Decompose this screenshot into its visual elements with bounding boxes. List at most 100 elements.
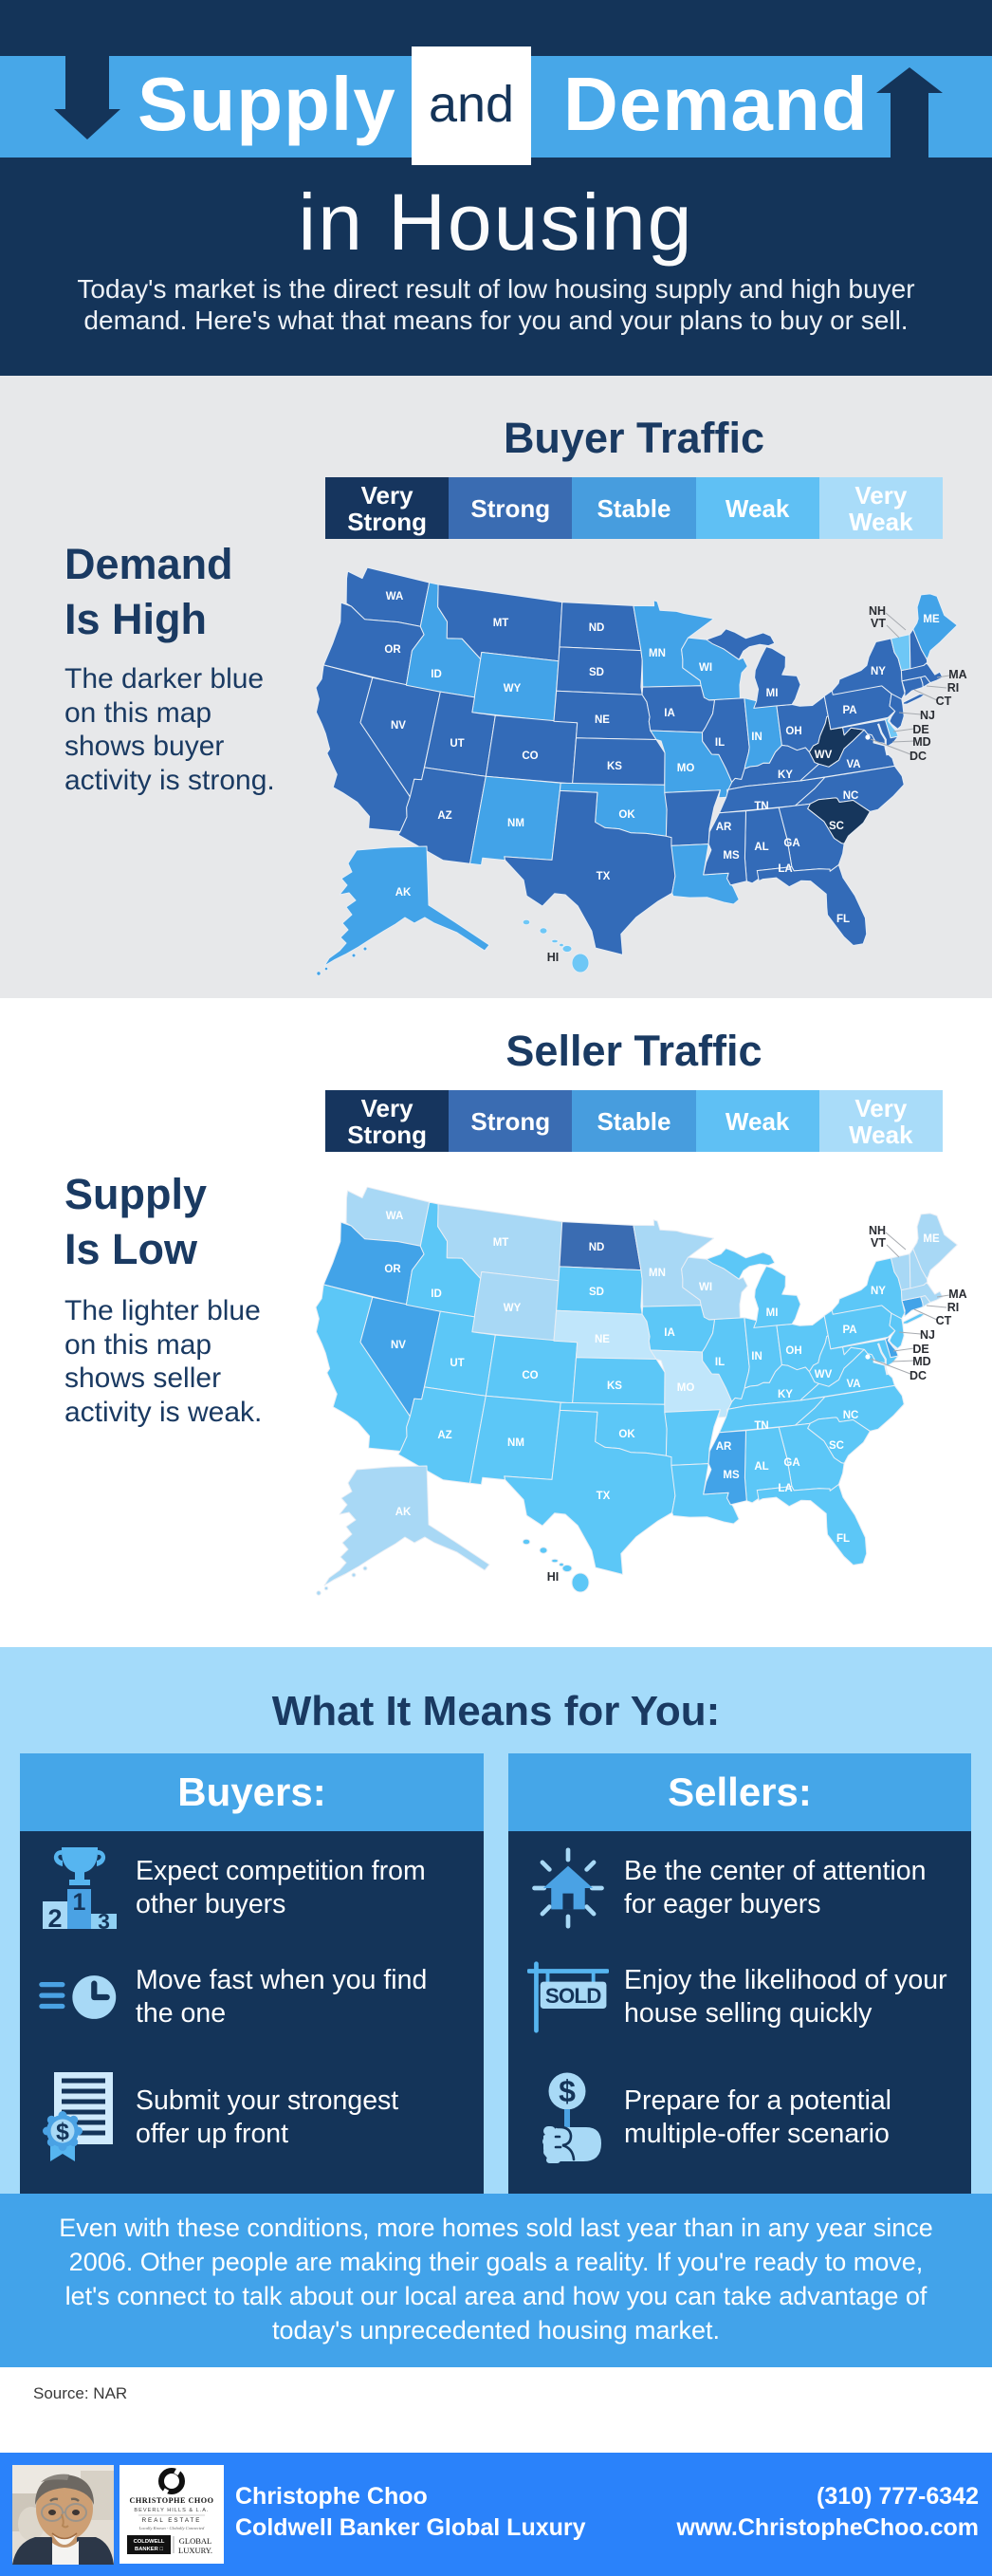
svg-text:BEVERLY HILLS & L.A.: BEVERLY HILLS & L.A. [134,2508,209,2513]
svg-text:SC: SC [829,821,844,832]
svg-text:GLOBAL: GLOBAL [179,2536,211,2546]
svg-text:NC: NC [843,790,859,802]
svg-text:WI: WI [699,1282,712,1293]
svg-text:MT: MT [493,1237,509,1249]
svg-text:IA: IA [664,1327,675,1339]
svg-text:COLDWELL: COLDWELL [134,2539,165,2545]
svg-text:NM: NM [507,818,524,829]
svg-text:ID: ID [431,1288,442,1300]
svg-text:NJ: NJ [920,709,935,722]
svg-text:NE: NE [595,1334,610,1345]
svg-text:NJ: NJ [920,1328,935,1342]
svg-text:MI: MI [766,688,779,699]
svg-text:BANKER □: BANKER □ [135,2547,163,2552]
svg-text:NH: NH [869,1224,886,1237]
svg-text:NM: NM [507,1437,524,1449]
svg-text:NY: NY [871,666,886,677]
svg-text:LUXURY.: LUXURY. [178,2546,212,2555]
svg-text:HI: HI [547,1570,560,1584]
svg-text:DC: DC [909,750,927,763]
svg-text:GA: GA [783,838,799,849]
svg-text:SD: SD [589,1287,604,1298]
svg-text:REAL ESTATE: REAL ESTATE [142,2517,202,2524]
svg-text:SOLD: SOLD [545,1984,601,2008]
svg-text:FL: FL [836,1533,850,1545]
svg-text:OR: OR [384,644,401,656]
svg-text:NC: NC [843,1410,859,1421]
svg-text:MS: MS [723,850,740,862]
svg-text:FL: FL [836,914,850,925]
svg-text:NH: NH [869,604,886,618]
svg-text:PA: PA [842,1325,856,1336]
svg-text:CO: CO [522,751,538,762]
svg-text:MT: MT [493,618,509,629]
svg-text:AL: AL [754,842,768,853]
svg-text:VT: VT [871,1236,886,1250]
svg-text:IL: IL [715,1357,725,1368]
svg-text:$: $ [56,2119,69,2145]
svg-text:MO: MO [677,1382,695,1394]
svg-text:PA: PA [842,705,856,716]
svg-text:TX: TX [597,871,611,882]
svg-text:WV: WV [815,750,833,761]
svg-text:IN: IN [751,732,762,743]
svg-text:AK: AK [395,887,412,899]
svg-text:SC: SC [829,1440,844,1452]
svg-text:TN: TN [754,1420,768,1432]
svg-text:KS: KS [607,761,622,772]
svg-text:DE: DE [912,1343,928,1356]
svg-text:Locally Known - Globally Conne: Locally Known - Globally Connected [138,2526,205,2530]
svg-text:ID: ID [431,669,442,680]
svg-text:MA: MA [948,1288,966,1301]
svg-text:IL: IL [715,737,725,749]
svg-text:2: 2 [47,1904,62,1929]
svg-text:TN: TN [754,801,768,812]
svg-text:KY: KY [778,1389,793,1400]
svg-text:VT: VT [871,617,886,630]
svg-text:WA: WA [386,1211,404,1222]
svg-text:MO: MO [677,763,695,774]
svg-text:IN: IN [751,1351,762,1362]
svg-text:NV: NV [391,1340,406,1351]
svg-text:CO: CO [522,1370,538,1381]
svg-text:VA: VA [846,759,860,770]
svg-text:MD: MD [912,1355,930,1368]
svg-text:DC: DC [909,1369,927,1382]
svg-text:AR: AR [716,822,732,833]
svg-text:ND: ND [589,622,605,634]
svg-text:OH: OH [785,726,801,737]
svg-text:CHRISTOPHE CHOO: CHRISTOPHE CHOO [129,2496,213,2505]
svg-text:MA: MA [948,668,966,681]
svg-text:3: 3 [98,1909,110,1929]
svg-text:NY: NY [871,1286,886,1297]
svg-text:AZ: AZ [437,810,451,822]
svg-text:MD: MD [912,735,930,749]
svg-text:AK: AK [395,1507,412,1518]
svg-text:MS: MS [723,1470,740,1481]
svg-text:GA: GA [783,1457,799,1469]
svg-text:CT: CT [936,1314,952,1327]
svg-text:WI: WI [699,662,712,674]
svg-text:WY: WY [504,1303,522,1314]
svg-text:$: $ [559,2074,576,2108]
svg-text:RI: RI [947,1301,960,1314]
svg-text:AZ: AZ [437,1430,451,1441]
svg-text:OH: OH [785,1345,801,1357]
svg-text:CT: CT [936,695,952,708]
svg-text:WA: WA [386,591,404,602]
svg-text:WY: WY [504,683,522,695]
svg-text:SD: SD [589,667,604,678]
svg-text:TX: TX [597,1491,611,1502]
svg-text:AL: AL [754,1461,768,1473]
svg-text:OR: OR [384,1264,401,1275]
svg-text:ME: ME [923,1233,940,1245]
svg-text:AR: AR [716,1441,732,1453]
svg-text:KY: KY [778,769,793,781]
svg-text:ND: ND [589,1242,605,1253]
svg-text:VA: VA [846,1379,860,1390]
svg-text:OK: OK [618,809,635,821]
svg-text:RI: RI [947,681,960,695]
svg-text:ME: ME [923,614,940,625]
svg-text:NE: NE [595,714,610,726]
svg-text:LA: LA [778,1483,792,1494]
